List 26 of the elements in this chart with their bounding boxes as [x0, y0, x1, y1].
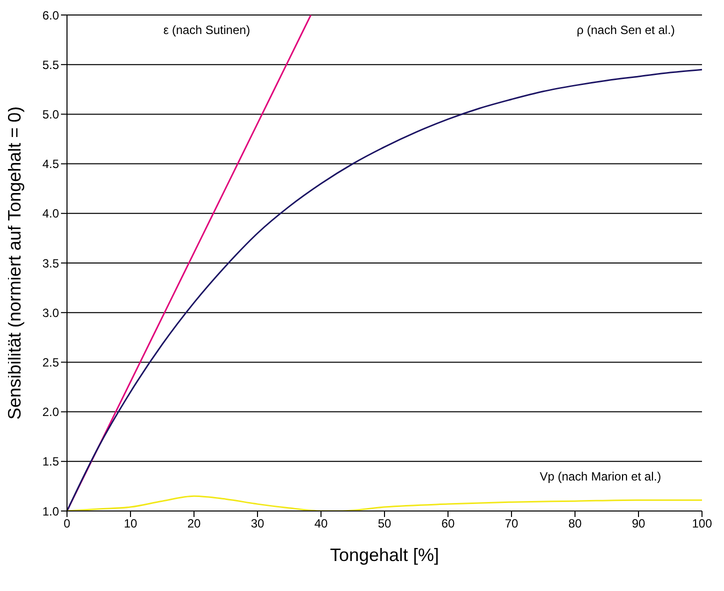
y-tick-label: 2.0: [42, 405, 60, 420]
x-tick-label: 70: [504, 516, 518, 531]
x-tick-label: 0: [64, 516, 71, 531]
x-tick-label: 100: [692, 516, 712, 531]
y-tick-label: 1.5: [42, 454, 60, 469]
x-tick-label: 50: [378, 516, 392, 531]
y-tick-label: 4.5: [42, 157, 60, 172]
x-tick-label: 10: [124, 516, 138, 531]
x-tick-label: 60: [441, 516, 455, 531]
annotation: ρ (nach Sen et al.): [576, 23, 675, 38]
x-axis-title: Tongehalt [%]: [330, 545, 440, 565]
x-tick-label: 30: [250, 516, 264, 531]
annotation: Vp (nach Marion et al.): [540, 470, 662, 484]
x-tick-label: 40: [314, 516, 328, 531]
y-tick-label: 3.5: [42, 256, 60, 270]
annotation: ε (nach Sutinen): [163, 23, 250, 38]
y-tick-label: 5.0: [42, 107, 60, 122]
x-tick-label: 20: [187, 516, 201, 531]
y-tick-label: 5.5: [42, 58, 60, 72]
x-tick-label: 80: [568, 516, 582, 531]
y-tick-label: 6.0: [42, 8, 60, 22]
y-tick-label: 1.0: [42, 504, 60, 518]
x-tick-label: 90: [632, 516, 646, 531]
y-tick-label: 3.0: [42, 306, 60, 320]
y-tick-label: 2.5: [42, 355, 60, 370]
y-tick-label: 4.0: [42, 206, 60, 221]
